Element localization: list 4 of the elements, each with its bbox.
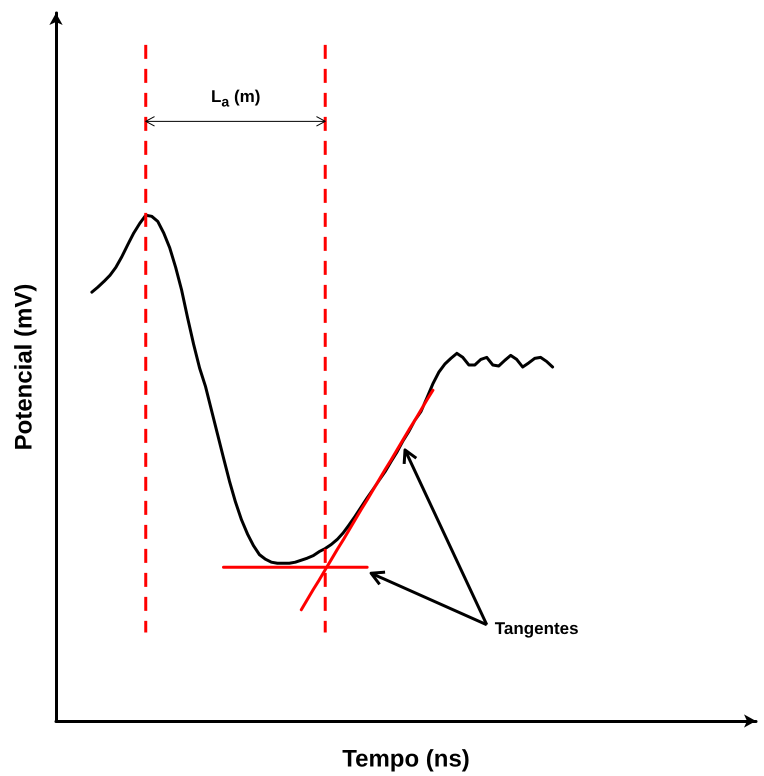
text: L$_{a}$ (m) xyxy=(210,87,260,111)
annotation: Tangentes xyxy=(494,618,579,639)
x-axis-title: Tempo (ns) xyxy=(342,746,470,772)
y-axis-title: Potencial (mV) xyxy=(10,284,38,450)
